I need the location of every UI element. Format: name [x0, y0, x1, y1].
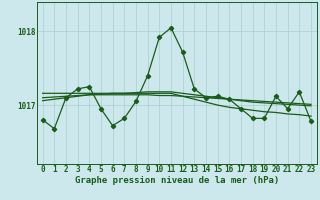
X-axis label: Graphe pression niveau de la mer (hPa): Graphe pression niveau de la mer (hPa) [75, 176, 279, 185]
